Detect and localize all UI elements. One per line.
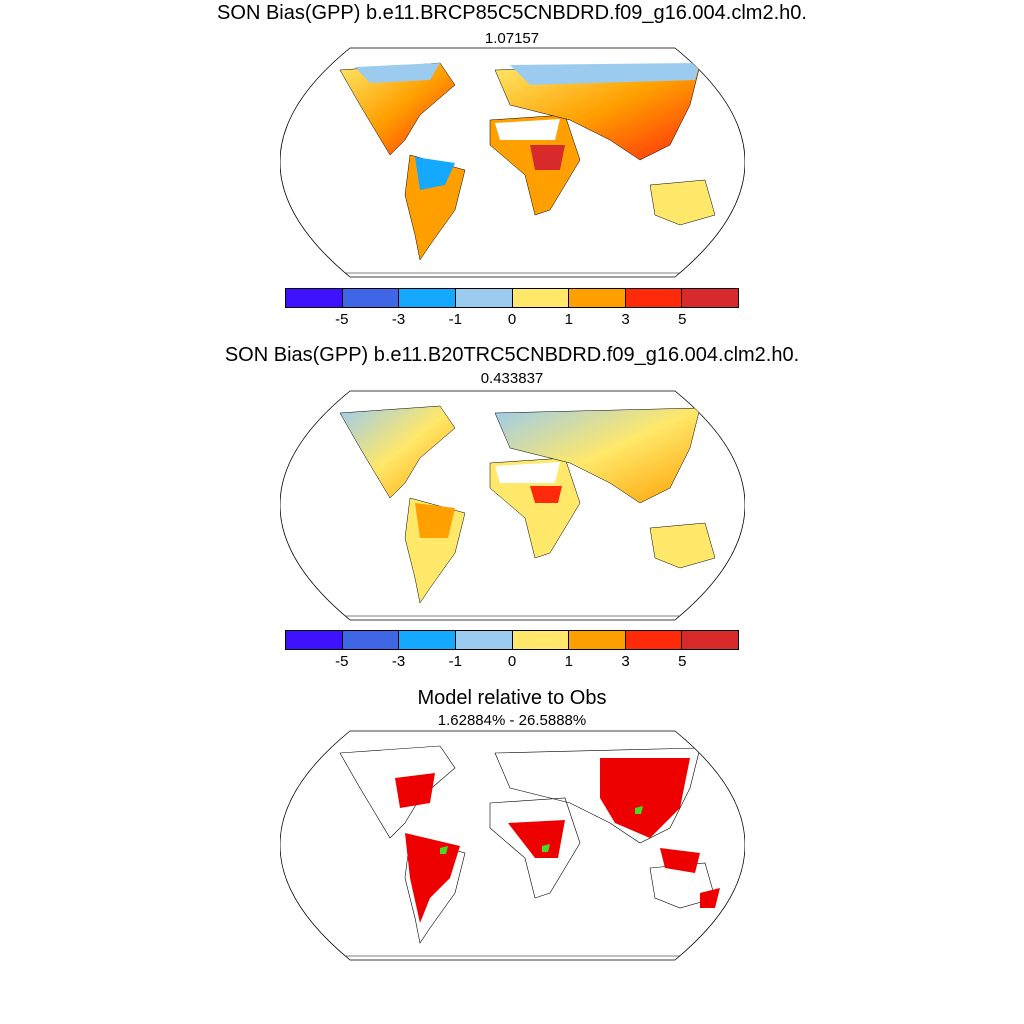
panel-2-subtitle: 0.433837: [480, 370, 544, 387]
tick-label: -5: [335, 653, 349, 670]
panel-2-title: SON Bias(GPP) b.e11.B20TRC5CNBDRD.f09_g1…: [224, 344, 800, 366]
colorbar-cell: [625, 631, 683, 649]
tick-label: 3: [621, 311, 630, 328]
colorbar-cell: [682, 631, 738, 649]
colorbar-cell: [455, 631, 513, 649]
south-america: [404, 837, 466, 944]
mask-region-north-america: [395, 773, 435, 808]
eurasia-north: [510, 63, 700, 85]
colorbar-cell: [569, 631, 626, 649]
north-america: [339, 745, 456, 839]
amazon-region: [415, 503, 455, 538]
tick-label: 3: [621, 653, 630, 670]
colorbar-cell: [455, 289, 513, 307]
colorbar-cell: [286, 289, 343, 307]
mask-region-green-3: [635, 806, 643, 814]
sahara: [495, 462, 560, 483]
continents: [339, 62, 716, 277]
colorbar-cell: [682, 289, 738, 307]
mask-region-asia: [600, 758, 690, 838]
panel-3-subtitle: 1.62884% - 26.5888%: [437, 712, 587, 729]
significance-mask: [395, 758, 720, 923]
north-america-north: [355, 63, 440, 83]
colorbar-cell: [512, 289, 570, 307]
north-america: [339, 405, 456, 499]
colorbar-cell: [399, 631, 456, 649]
colorbar-cell: [569, 289, 626, 307]
mask-region-south-america: [405, 833, 460, 923]
mask-region-green-2: [542, 844, 550, 852]
tick-label: -1: [448, 653, 462, 670]
tick-label: -1: [448, 311, 462, 328]
tick-label: -5: [335, 311, 349, 328]
mask-region-maritime: [660, 848, 700, 873]
colorbar-cell: [286, 631, 343, 649]
colorbar-cell: [512, 631, 570, 649]
africa: [489, 797, 581, 899]
eurasia: [494, 747, 701, 844]
tick-label: -3: [391, 311, 406, 328]
central-africa: [530, 486, 562, 503]
tick-label: -3: [391, 653, 406, 670]
eurasia: [494, 64, 701, 161]
mask-region-africa: [508, 820, 565, 858]
sahara: [495, 119, 560, 140]
antarctica: [339, 615, 681, 620]
colorbar-1-ticks: -5 -3 -1 0 1 3 5: [285, 311, 739, 331]
colorbar-cell: [399, 289, 456, 307]
coastlines: [339, 745, 716, 957]
map-panel-2: [280, 390, 745, 621]
australia: [649, 522, 716, 569]
panel-1-title: SON Bias(GPP) b.e11.BRCP85C5CNBDRD.f09_g…: [217, 2, 807, 24]
tick-label: 0: [507, 311, 517, 328]
tick-label: 1: [564, 653, 573, 670]
mask-region-new-zealand: [700, 888, 720, 908]
australia: [649, 179, 716, 226]
colorbar-cell: [342, 631, 400, 649]
colorbar-cell: [625, 289, 683, 307]
colorbar-cell: [342, 289, 400, 307]
mask-region-green-1: [440, 846, 448, 854]
map-panel-1: [280, 47, 745, 278]
tick-label: 5: [678, 653, 687, 670]
colorbar-1: [285, 288, 739, 308]
antarctica: [339, 272, 681, 277]
tick-label: 0: [507, 653, 517, 670]
continents: [339, 405, 716, 620]
tick-label: 1: [564, 311, 573, 328]
colorbar-2-ticks: -5 -3 -1 0 1 3 5: [285, 653, 739, 673]
map-panel-3: [280, 730, 745, 961]
central-africa: [530, 145, 565, 170]
tick-label: 5: [678, 311, 687, 328]
panel-1-subtitle: 1.07157: [484, 30, 540, 47]
north-america: [339, 62, 456, 156]
panel-3-title: Model relative to Obs: [417, 687, 607, 709]
colorbar-2: [285, 630, 739, 650]
eurasia: [494, 407, 701, 504]
amazon-region: [415, 157, 455, 190]
